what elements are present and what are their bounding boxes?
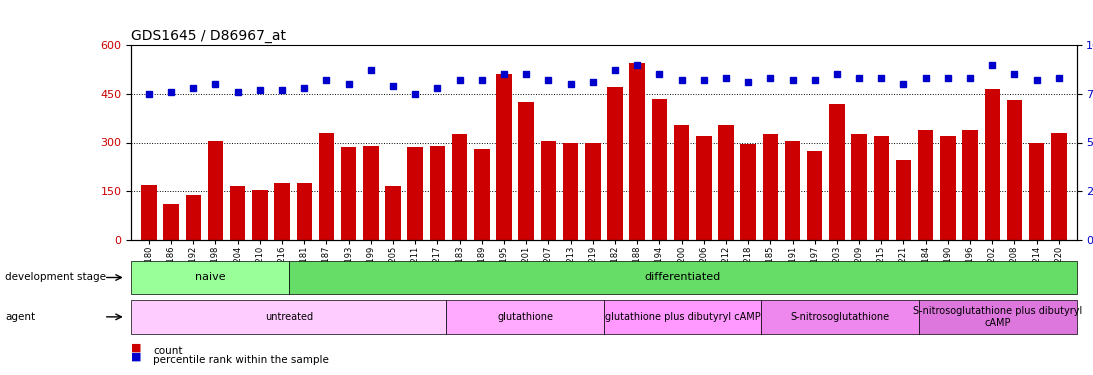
Bar [230, 186, 246, 240]
Bar [896, 160, 912, 240]
Bar [474, 149, 490, 240]
Bar [940, 136, 955, 240]
Text: percentile rank within the sample: percentile rank within the sample [153, 355, 329, 365]
Bar [563, 142, 578, 240]
Bar [740, 144, 756, 240]
Bar [274, 183, 290, 240]
Bar [296, 183, 312, 240]
Bar [718, 124, 733, 240]
Bar [962, 129, 978, 240]
Text: agent: agent [5, 312, 36, 322]
Text: untreated: untreated [265, 312, 313, 322]
Text: GDS1645 / D86967_at: GDS1645 / D86967_at [131, 28, 286, 43]
Bar [673, 124, 690, 240]
Bar [451, 134, 468, 240]
Bar [408, 147, 423, 240]
Text: S-nitrosoglutathione: S-nitrosoglutathione [790, 312, 890, 322]
Text: naive: naive [195, 273, 225, 282]
Bar [341, 147, 356, 240]
Bar [1029, 142, 1045, 240]
Bar [696, 136, 712, 240]
Bar [830, 104, 845, 240]
Bar [630, 63, 645, 240]
Bar [496, 74, 512, 240]
Text: ■: ■ [131, 343, 142, 352]
Bar [763, 134, 778, 240]
Text: development stage: development stage [5, 273, 106, 282]
Bar [918, 129, 933, 240]
Bar [186, 195, 201, 240]
Text: S-nitrosoglutathione plus dibutyryl cAMP: S-nitrosoglutathione plus dibutyryl cAMP [913, 306, 1082, 328]
Bar [208, 141, 223, 240]
Bar [430, 146, 445, 240]
Bar [385, 186, 401, 240]
Bar [985, 89, 1000, 240]
Bar [651, 99, 667, 240]
Bar [873, 136, 889, 240]
Bar [851, 134, 867, 240]
Bar [252, 190, 268, 240]
Bar [541, 141, 556, 240]
Text: glutathione plus dibutyryl cAMP: glutathione plus dibutyryl cAMP [604, 312, 761, 322]
Bar [1051, 133, 1067, 240]
Bar [518, 102, 534, 240]
Text: glutathione: glutathione [497, 312, 553, 322]
Bar [363, 146, 378, 240]
Bar [163, 204, 179, 240]
Text: count: count [153, 346, 183, 355]
Text: ■: ■ [131, 352, 142, 362]
Bar [1007, 100, 1022, 240]
Bar [785, 141, 800, 240]
Bar [585, 142, 600, 240]
Bar [141, 185, 156, 240]
Bar [807, 151, 823, 240]
Bar [319, 133, 334, 240]
Bar [608, 87, 623, 240]
Text: differentiated: differentiated [645, 273, 720, 282]
